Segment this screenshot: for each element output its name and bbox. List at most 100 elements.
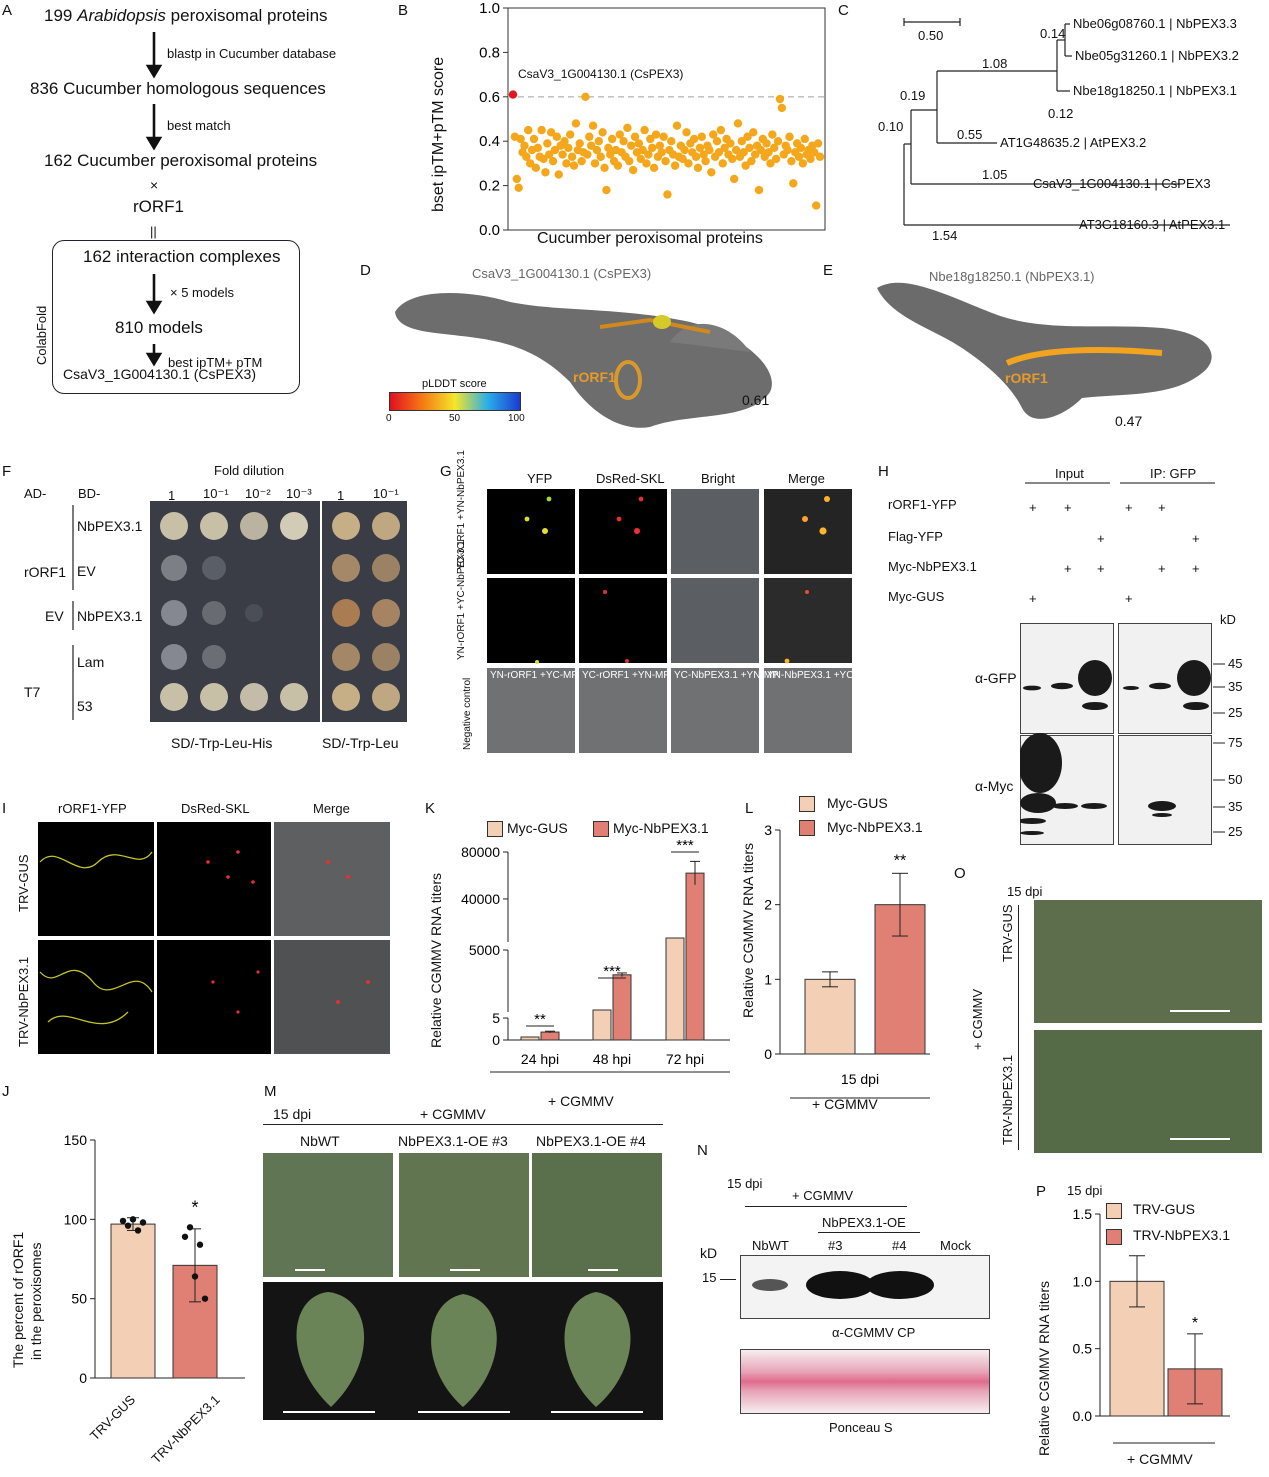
panel-letter-i: I bbox=[2, 800, 7, 817]
n-line-2 bbox=[818, 1232, 920, 1233]
panel-letter-p: P bbox=[1036, 1183, 1047, 1200]
j-cat-2: TRV-NbPEX3.1 bbox=[148, 1392, 223, 1467]
b-point bbox=[794, 152, 804, 161]
b-point bbox=[661, 156, 670, 166]
b-point bbox=[663, 190, 672, 199]
j-ytick-label: 100 bbox=[64, 1211, 88, 1227]
tree-branch-3: 0.19 bbox=[900, 88, 926, 103]
plddt-tick-50: 50 bbox=[449, 413, 461, 424]
i-row-1: TRV-GUS bbox=[16, 854, 31, 912]
h-row-1: rORF1-YFP bbox=[888, 497, 957, 512]
k-xlabel: + CGMMV bbox=[548, 1093, 614, 1109]
j-cat-1: TRV-GUS bbox=[86, 1392, 139, 1444]
col-1: 1 bbox=[168, 488, 176, 503]
b-point bbox=[602, 185, 611, 195]
b-point bbox=[558, 150, 567, 159]
m-scalebars bbox=[295, 1269, 618, 1271]
h-sign: + bbox=[1192, 561, 1200, 576]
j-ytick-label: 0 bbox=[79, 1370, 87, 1386]
flow-times: × bbox=[150, 177, 159, 193]
col-2: 10⁻¹ bbox=[203, 486, 229, 501]
b-point bbox=[709, 130, 718, 139]
fold-dilution-header: Fold dilution bbox=[214, 463, 285, 478]
panel-letter-c: C bbox=[838, 2, 849, 19]
l-bar bbox=[804, 978, 856, 1055]
b-point bbox=[785, 132, 794, 141]
h-sign: + bbox=[1097, 561, 1105, 576]
b-point bbox=[787, 156, 796, 166]
b-point bbox=[699, 150, 708, 159]
l-xlabel: + CGMMV bbox=[812, 1096, 878, 1112]
flow-step-1-number: 199 bbox=[44, 6, 73, 25]
b-point bbox=[712, 137, 722, 146]
b-point bbox=[627, 141, 636, 150]
b-point bbox=[531, 163, 541, 173]
tree-branch-0: 0.14 bbox=[1040, 26, 1066, 41]
k-ytick-label: 5 bbox=[492, 1010, 500, 1026]
b-point bbox=[545, 150, 554, 159]
j-point bbox=[134, 1227, 142, 1234]
p-sig: * bbox=[1192, 1315, 1198, 1332]
l-legend-swatch-pex bbox=[799, 820, 815, 836]
bd-lam: Lam bbox=[77, 654, 105, 670]
k-bar-pex bbox=[540, 1031, 560, 1041]
h-sign: + bbox=[1158, 500, 1166, 515]
b-point bbox=[592, 145, 602, 155]
i-col-1: rORF1-YFP bbox=[58, 801, 127, 816]
b-point bbox=[783, 145, 792, 155]
panel-letter-d: D bbox=[360, 262, 371, 279]
n-ponceau bbox=[740, 1349, 990, 1414]
b-point bbox=[588, 121, 598, 130]
k-bar-gus bbox=[520, 1036, 540, 1041]
b-point bbox=[586, 141, 596, 150]
k-bar-gus bbox=[592, 1009, 612, 1041]
b-point bbox=[720, 143, 729, 153]
n-group: NbPEX3.1-OE bbox=[822, 1215, 906, 1230]
j-ylabel-2: in the peroxisomes bbox=[28, 1242, 44, 1360]
k-sig: *** bbox=[676, 840, 694, 854]
bd-brackets bbox=[72, 505, 74, 720]
m-line bbox=[263, 1124, 663, 1125]
b-point bbox=[701, 156, 710, 166]
l-legend-gus: Myc-GUS bbox=[827, 795, 888, 811]
h-kd: kD bbox=[1220, 612, 1236, 627]
k-legend-swatch-gus bbox=[487, 821, 503, 837]
ad-ev: EV bbox=[45, 608, 64, 624]
b-point bbox=[756, 145, 766, 155]
m-col-3: NbPEX3.1-OE #4 bbox=[536, 1133, 646, 1149]
bd-nbpex31-2: NbPEX3.1 bbox=[77, 608, 143, 624]
b-point bbox=[773, 137, 783, 146]
b-point bbox=[604, 143, 613, 153]
b-point bbox=[590, 159, 600, 168]
h-row-4: Myc-GUS bbox=[888, 589, 945, 604]
k-plot: 0 5 5000 40000 80000 24 hpi ** 48 hpi *** 72 hpi *… bbox=[461, 840, 730, 1073]
b-point bbox=[554, 170, 563, 179]
b-point bbox=[525, 159, 535, 168]
l-plot: 0 1 2 3 ** 15 dpi bbox=[764, 822, 930, 1099]
panel-letter-m: M bbox=[264, 1083, 277, 1100]
h-bands bbox=[1020, 660, 1211, 835]
panel-e-structure bbox=[877, 282, 1212, 419]
b-point bbox=[548, 156, 558, 166]
tree-leaf-1: Nbe06g08760.1 | NbPEX3.3 bbox=[1073, 16, 1237, 31]
panel-e-title: Nbe18g18250.1 (NbPEX3.1) bbox=[929, 269, 1095, 284]
b-point bbox=[728, 154, 737, 164]
col-6: 10⁻¹ bbox=[373, 486, 399, 501]
k-category: 48 hpi bbox=[593, 1051, 631, 1067]
n-blot-label: α-CGMMV CP bbox=[832, 1325, 916, 1340]
b-point bbox=[585, 132, 594, 141]
b-point bbox=[768, 130, 777, 139]
l-legend-swatch-gus bbox=[799, 796, 815, 812]
b-point bbox=[680, 145, 689, 155]
b-point bbox=[646, 134, 655, 144]
b-point bbox=[733, 119, 743, 128]
b-point bbox=[567, 152, 577, 161]
b-point bbox=[771, 154, 781, 164]
b-point bbox=[764, 148, 773, 157]
b-point bbox=[606, 150, 615, 159]
bd-ev: EV bbox=[77, 563, 96, 579]
plddt-tick-100: 100 bbox=[508, 413, 525, 424]
b-ytick-label: 0.8 bbox=[479, 44, 500, 61]
b-point bbox=[607, 134, 617, 144]
b-point bbox=[659, 132, 668, 141]
